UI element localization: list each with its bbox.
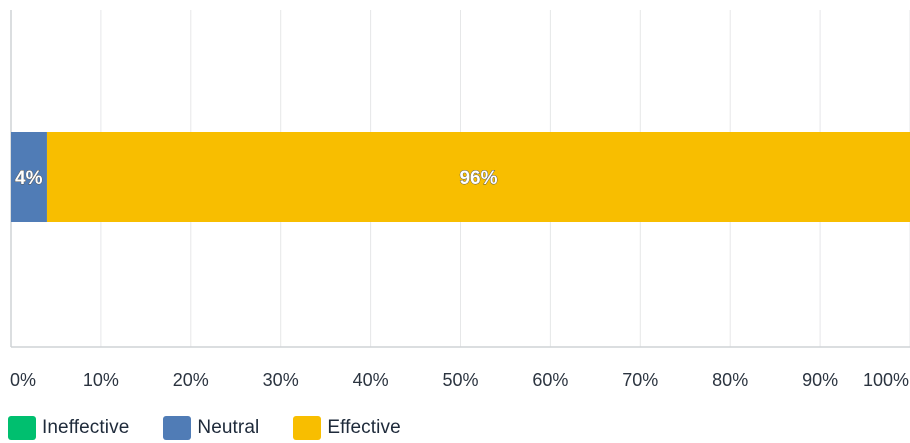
data-label-neutral: 4% xyxy=(15,168,43,189)
legend-label-effective: Effective xyxy=(327,417,401,438)
x-tick-label: 30% xyxy=(263,370,299,390)
legend-swatch-ineffective xyxy=(8,416,36,440)
legend-item-neutral: Neutral xyxy=(163,416,259,440)
x-tick-label: 40% xyxy=(353,370,389,390)
x-tick-label: 90% xyxy=(802,370,838,390)
bar-neutral xyxy=(11,132,47,222)
x-tick-label: 50% xyxy=(442,370,478,390)
legend-swatch-effective xyxy=(293,416,322,440)
legend-item-ineffective: Ineffective xyxy=(8,416,129,440)
data-label-effective: 96% xyxy=(459,168,497,189)
legend-swatch-neutral xyxy=(163,416,192,440)
x-tick-label: 80% xyxy=(712,370,748,390)
chart-legend: Ineffective Neutral Effective xyxy=(8,415,435,441)
legend-label-neutral: Neutral xyxy=(197,417,260,438)
bar-effective xyxy=(46,132,910,222)
legend-label-ineffective: Ineffective xyxy=(42,417,130,438)
x-tick-label: 20% xyxy=(173,370,209,390)
legend-item-effective: Effective xyxy=(293,416,401,440)
x-tick-label: 0% xyxy=(10,370,36,390)
x-tick-label: 60% xyxy=(532,370,568,390)
x-tick-label: 70% xyxy=(622,370,658,390)
x-tick-label: 10% xyxy=(83,370,119,390)
x-tick-label: 100% xyxy=(863,370,909,390)
